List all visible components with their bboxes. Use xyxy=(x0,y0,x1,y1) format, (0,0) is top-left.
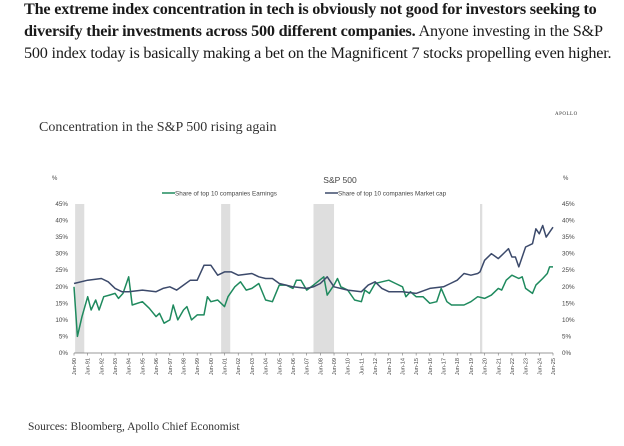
y-axis-left: 0% 5% 10% 15% 20% 25% 30% 35% 40% 45% xyxy=(55,201,68,357)
x-tick-label: Jun-94 xyxy=(127,358,133,375)
recession-band xyxy=(480,204,483,353)
recession-band xyxy=(221,204,231,353)
apollo-logo: APOLLO xyxy=(555,112,578,117)
y-tick-label-right: 0% xyxy=(562,350,572,357)
x-tick-label: Jun-11 xyxy=(359,358,365,375)
market-cap-share-line xyxy=(73,224,554,295)
x-tick-label: Jun-95 xyxy=(140,358,146,375)
article-body-text: Anyone investing in the S&P 500 index to… xyxy=(24,22,612,62)
x-tick-label: Jun-92 xyxy=(99,358,105,375)
y-tick-label-right: 10% xyxy=(562,317,575,324)
y-tick-label-left: 40% xyxy=(55,218,68,225)
y-tick-label-left: 25% xyxy=(55,267,68,274)
x-axis: Jun-90 Jun-91 Jun-92 Jun-93 Jun-94 Jun-95 Jun-… xyxy=(72,352,557,375)
x-tick-label: Jun-20 xyxy=(483,358,489,375)
x-tick-label: Jun-04 xyxy=(264,358,270,375)
x-tick-label: Jun-12 xyxy=(373,358,379,375)
y-tick-label-right: 45% xyxy=(562,201,575,208)
y-tick-label-left: 30% xyxy=(55,251,68,258)
series-lines xyxy=(73,224,554,338)
y-tick-label-left: 35% xyxy=(55,234,68,241)
y-tick-label-right: 20% xyxy=(562,284,575,291)
x-tick-label: Jun-24 xyxy=(537,358,543,375)
y-tick-label-left: 45% xyxy=(55,201,68,208)
x-tick-label: Jun-00 xyxy=(209,358,215,375)
sources-note: Sources: Bloomberg, Apollo Chief Economi… xyxy=(28,421,240,433)
x-tick-label: Jun-93 xyxy=(113,358,119,375)
y-tick-label-right: 15% xyxy=(562,300,575,307)
y-axis-left-unit: % xyxy=(52,176,58,182)
x-tick-label: Jun-23 xyxy=(524,358,530,375)
recession-band xyxy=(75,204,85,353)
y-tick-label-right: 35% xyxy=(562,234,575,241)
article-bold-text: The extreme index concentration in tech … xyxy=(24,0,597,40)
x-tick-label: Jun-01 xyxy=(223,358,229,375)
x-tick-label: Jun-10 xyxy=(346,358,352,375)
x-tick-label: Jun-03 xyxy=(250,358,256,375)
y-tick-label-right: 25% xyxy=(562,267,575,274)
y-axis-right: 0% 5% 10% 15% 20% 25% 30% 35% 40% 45% xyxy=(562,201,575,357)
chart-subtitle: S&P 500 xyxy=(323,175,357,185)
x-tick-label: Jun-14 xyxy=(400,358,406,375)
x-tick-label: Jun-06 xyxy=(291,358,297,375)
x-tick-label: Jun-19 xyxy=(469,358,475,375)
x-tick-label: Jun-96 xyxy=(154,358,160,375)
x-tick-label: Jun-91 xyxy=(86,358,92,375)
y-tick-label-right: 5% xyxy=(562,333,572,340)
x-tick-label: Jun-02 xyxy=(236,358,242,375)
y-tick-label-left: 20% xyxy=(55,284,68,291)
x-tick-label: Jun-15 xyxy=(414,358,420,375)
chart-title: Concentration in the S&P 500 rising agai… xyxy=(39,120,277,135)
y-tick-label-left: 0% xyxy=(59,350,69,357)
x-tick-label: Jun-17 xyxy=(442,358,448,375)
legend-label-earnings: Share of top 10 companies Earnings xyxy=(175,191,277,198)
x-tick-label: Jun-18 xyxy=(455,358,461,375)
recession-shading xyxy=(75,204,483,353)
x-tick-label: Jun-25 xyxy=(551,358,557,375)
y-tick-label-right: 30% xyxy=(562,251,575,258)
x-tick-label: Jun-07 xyxy=(305,358,311,375)
x-tick-label: Jun-22 xyxy=(510,358,516,375)
y-tick-label-left: 5% xyxy=(59,333,69,340)
y-tick-label-left: 10% xyxy=(55,317,68,324)
x-tick-label: Jun-08 xyxy=(318,358,324,375)
y-tick-label-right: 40% xyxy=(562,218,575,225)
x-tick-label: Jun-05 xyxy=(277,358,283,375)
x-tick-label: Jun-90 xyxy=(72,358,78,375)
x-tick-label: Jun-16 xyxy=(428,358,434,375)
x-tick-label: Jun-09 xyxy=(332,358,338,375)
legend-label-market-cap: Share of top 10 companies Market cap xyxy=(338,191,447,198)
y-tick-label-left: 15% xyxy=(55,300,68,307)
x-tick-label: Jun-21 xyxy=(496,358,502,375)
article-paragraph: The extreme index concentration in tech … xyxy=(24,0,624,64)
x-tick-label: Jun-13 xyxy=(387,358,393,375)
x-tick-label: Jun-98 xyxy=(181,358,187,375)
x-tick-label: Jun-99 xyxy=(195,358,201,375)
y-axis-right-unit: % xyxy=(563,176,569,182)
x-tick-label: Jun-97 xyxy=(168,358,174,375)
